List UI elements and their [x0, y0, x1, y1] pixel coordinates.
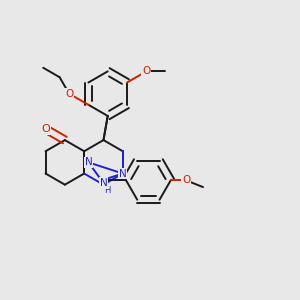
Text: O: O [41, 124, 50, 134]
Text: O: O [182, 176, 190, 185]
Text: N: N [100, 178, 107, 188]
Text: N: N [85, 158, 92, 167]
Text: O: O [65, 89, 73, 99]
Text: H: H [104, 186, 111, 195]
Text: N: N [119, 169, 127, 178]
Text: O: O [142, 66, 151, 76]
